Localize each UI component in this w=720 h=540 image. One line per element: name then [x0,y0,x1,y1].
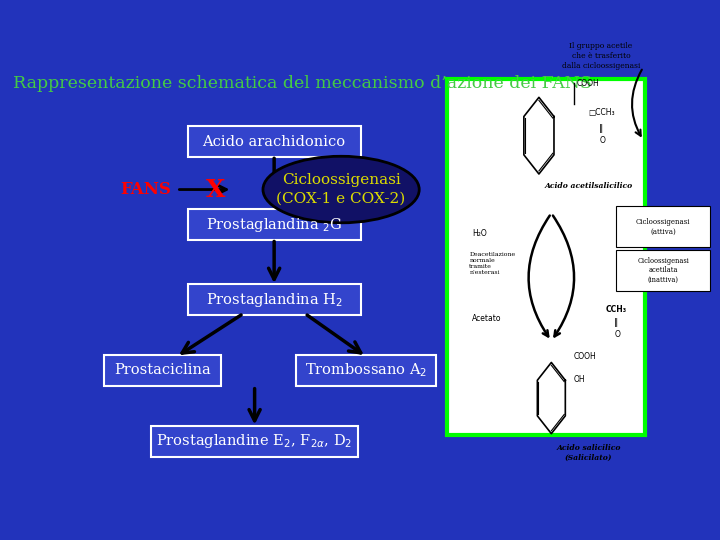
Ellipse shape [263,156,419,223]
Text: Prostaciclina: Prostaciclina [114,363,211,377]
Text: Prostaglandine E$_{2}$, F$_{2\alpha}$, D$_{2}$: Prostaglandine E$_{2}$, F$_{2\alpha}$, D… [156,432,353,450]
Text: Il gruppo acetile
che è trasferito
dalla cicloossigenasi: Il gruppo acetile che è trasferito dalla… [562,42,640,70]
Text: Rappresentazione schematica del meccanismo d’azione dei FANS: Rappresentazione schematica del meccanis… [13,75,591,92]
Text: Acido arachidonico: Acido arachidonico [202,134,346,149]
Text: Acido salicilico
(Salicilato): Acido salicilico (Salicilato) [557,444,621,461]
Text: COOH: COOH [574,353,596,361]
Text: ‖: ‖ [613,318,618,327]
Text: Prostaglandina $_{2}$G: Prostaglandina $_{2}$G [206,216,343,234]
Text: X: X [206,178,225,202]
Text: Prostaglandina H$_{2}$: Prostaglandina H$_{2}$ [206,291,343,309]
Text: FANS: FANS [120,181,171,198]
Text: OH: OH [574,375,585,384]
Text: O: O [599,136,606,145]
FancyBboxPatch shape [188,284,361,315]
FancyBboxPatch shape [616,249,711,291]
Text: Cicloossigenasi
(attiva): Cicloossigenasi (attiva) [636,218,690,235]
Text: Trombossano A$_{2}$: Trombossano A$_{2}$ [305,362,428,379]
FancyBboxPatch shape [616,206,711,247]
FancyBboxPatch shape [447,79,645,435]
FancyBboxPatch shape [151,426,358,457]
Text: ‖: ‖ [599,124,603,133]
Text: Cicloossigenasi
(attiva): Cicloossigenasi (attiva) [651,221,706,238]
Text: CCH₃: CCH₃ [606,305,627,314]
Text: H₂O: H₂O [472,230,487,238]
Text: O: O [614,329,620,339]
Text: Cicloossigenasi
(COX-1 e COX-2): Cicloossigenasi (COX-1 e COX-2) [276,173,406,206]
FancyBboxPatch shape [188,210,361,240]
FancyBboxPatch shape [297,355,436,386]
Text: Acetato: Acetato [472,314,501,323]
Text: □CCH₃: □CCH₃ [589,109,615,117]
Text: COOH: COOH [576,79,599,87]
FancyBboxPatch shape [188,126,361,157]
FancyBboxPatch shape [104,355,221,386]
Text: Cicloossigenasi
acetilata
(inattiva): Cicloossigenasi acetilata (inattiva) [637,257,689,284]
Text: Deacetilazione
normale
tramite
n'esterasi: Deacetilazione normale tramite n'esteras… [469,252,516,275]
Text: Acido acetilsalicilico: Acido acetilsalicilico [544,182,633,190]
